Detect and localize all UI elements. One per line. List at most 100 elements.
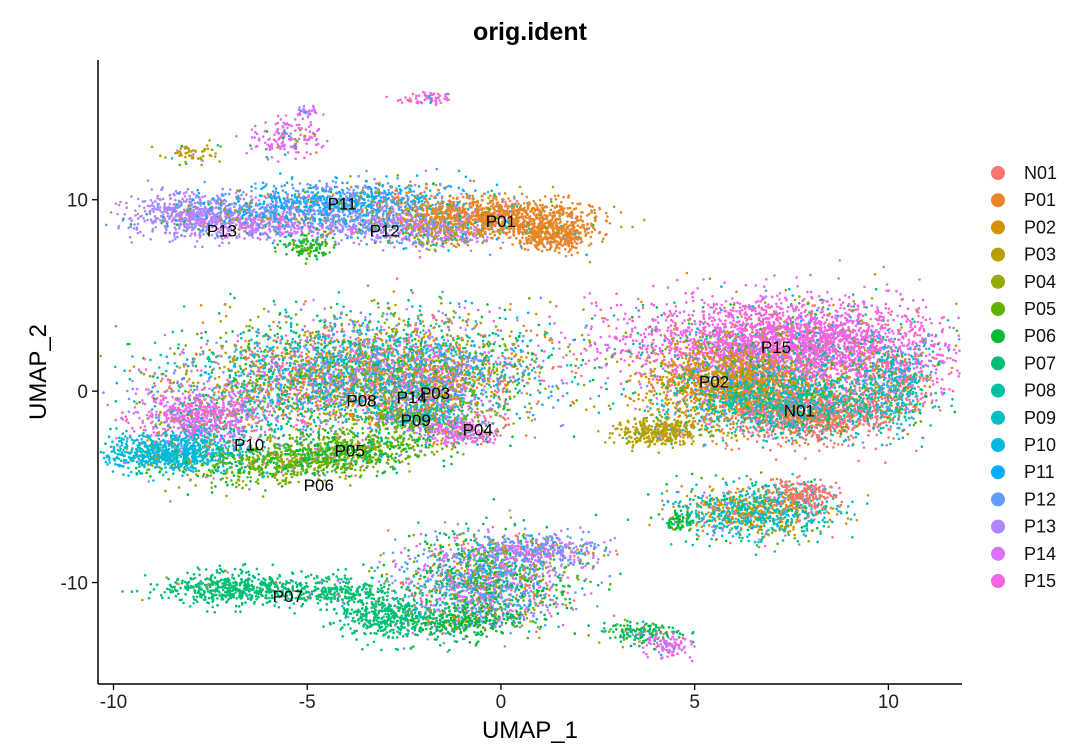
data-point bbox=[378, 206, 382, 209]
data-point bbox=[423, 91, 426, 94]
data-point bbox=[326, 184, 329, 188]
data-point bbox=[264, 215, 268, 219]
data-point bbox=[461, 239, 464, 243]
data-point bbox=[281, 131, 285, 135]
data-point bbox=[163, 208, 166, 211]
data-point bbox=[403, 218, 406, 221]
data-point bbox=[279, 234, 282, 237]
data-point bbox=[242, 204, 246, 208]
data-point bbox=[442, 211, 446, 214]
data-point bbox=[422, 209, 425, 212]
data-point bbox=[402, 209, 406, 213]
data-point bbox=[545, 230, 549, 233]
data-point bbox=[305, 199, 308, 203]
data-point bbox=[518, 228, 522, 232]
data-point bbox=[318, 244, 322, 247]
data-point bbox=[289, 424, 293, 428]
data-point bbox=[411, 206, 415, 210]
data-point bbox=[151, 201, 154, 205]
data-point bbox=[481, 222, 485, 225]
data-point bbox=[470, 201, 473, 205]
data-point bbox=[434, 183, 438, 187]
data-point bbox=[314, 183, 318, 187]
data-point bbox=[438, 99, 441, 102]
data-point bbox=[557, 233, 560, 236]
data-point bbox=[356, 236, 360, 240]
data-point bbox=[321, 195, 325, 198]
data-point bbox=[397, 208, 401, 211]
data-point bbox=[558, 246, 561, 250]
data-point bbox=[445, 98, 449, 102]
data-point bbox=[289, 145, 293, 149]
data-point bbox=[415, 218, 418, 222]
data-point bbox=[257, 199, 261, 202]
data-point bbox=[360, 232, 363, 236]
data-point bbox=[370, 206, 373, 209]
data-point bbox=[529, 230, 533, 233]
data-point bbox=[522, 218, 526, 222]
data-point bbox=[601, 240, 604, 243]
data-point bbox=[540, 211, 543, 214]
data-point bbox=[254, 196, 257, 199]
data-point bbox=[326, 225, 330, 228]
data-point bbox=[267, 235, 270, 239]
data-point bbox=[282, 134, 286, 137]
data-point bbox=[250, 147, 253, 150]
data-point bbox=[353, 224, 356, 227]
data-point bbox=[396, 213, 400, 216]
data-point bbox=[215, 232, 218, 235]
data-point bbox=[545, 217, 549, 221]
data-point bbox=[459, 221, 463, 225]
data-point bbox=[440, 236, 444, 240]
data-point bbox=[284, 235, 288, 239]
data-point bbox=[331, 214, 334, 217]
data-point bbox=[221, 241, 224, 244]
data-point bbox=[568, 224, 571, 227]
data-point bbox=[240, 224, 243, 228]
data-point bbox=[450, 242, 453, 245]
data-point bbox=[283, 147, 286, 151]
data-point bbox=[336, 220, 340, 224]
data-point bbox=[331, 218, 334, 222]
data-point bbox=[402, 247, 406, 250]
data-point bbox=[133, 223, 136, 226]
data-point bbox=[204, 230, 208, 233]
data-point bbox=[396, 200, 399, 204]
data-point bbox=[443, 221, 446, 225]
data-point bbox=[479, 213, 482, 217]
data-point bbox=[151, 230, 154, 233]
data-point bbox=[291, 238, 295, 242]
data-point bbox=[386, 204, 389, 208]
data-point bbox=[570, 253, 574, 257]
data-point bbox=[397, 198, 401, 201]
data-point bbox=[471, 218, 475, 222]
data-point bbox=[523, 230, 527, 233]
data-point bbox=[274, 206, 277, 209]
data-point bbox=[378, 181, 382, 185]
data-point bbox=[462, 204, 465, 208]
data-point bbox=[175, 213, 178, 216]
data-point bbox=[385, 202, 389, 205]
data-point bbox=[284, 191, 288, 194]
data-point bbox=[400, 202, 403, 205]
data-point bbox=[281, 224, 285, 227]
data-point bbox=[524, 225, 528, 228]
data-point bbox=[486, 190, 490, 194]
data-point bbox=[139, 230, 142, 234]
data-point bbox=[271, 241, 275, 245]
data-point bbox=[184, 155, 187, 159]
data-point bbox=[277, 138, 281, 141]
data-point bbox=[303, 205, 306, 209]
data-point bbox=[400, 101, 404, 104]
data-point bbox=[334, 223, 337, 226]
data-point bbox=[574, 235, 577, 238]
data-point bbox=[318, 247, 322, 250]
data-point bbox=[490, 236, 493, 240]
data-point bbox=[274, 187, 278, 190]
data-point bbox=[552, 237, 556, 240]
data-point bbox=[215, 194, 219, 198]
data-point bbox=[317, 209, 321, 212]
data-point bbox=[404, 246, 408, 250]
data-point bbox=[125, 201, 128, 205]
data-point bbox=[153, 200, 157, 203]
